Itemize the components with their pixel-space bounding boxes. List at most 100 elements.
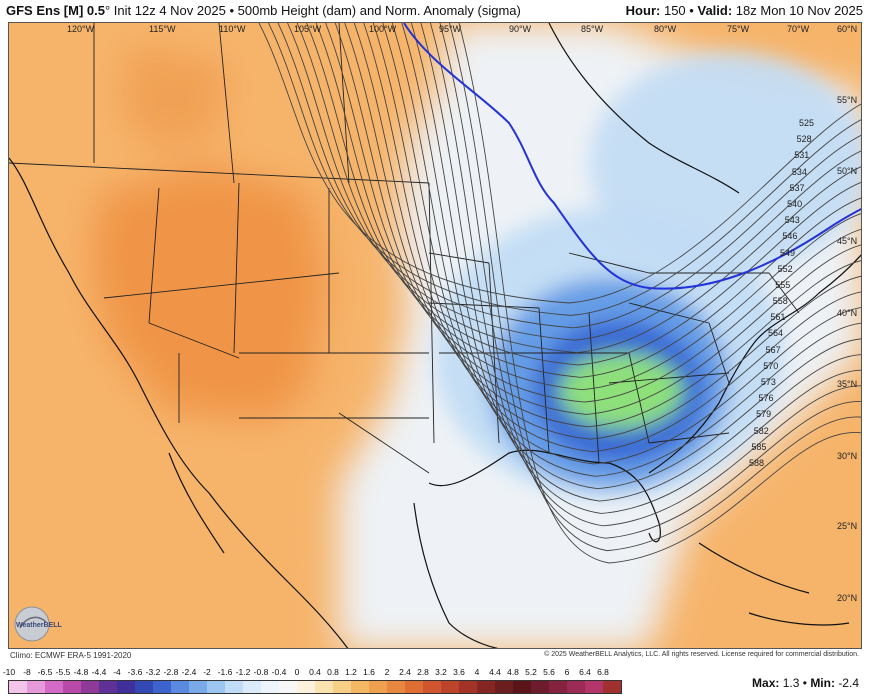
colorbar-cell <box>459 681 477 693</box>
colorbar-cell <box>207 681 225 693</box>
contour-label: 531 <box>794 150 810 161</box>
coastline-segment <box>748 612 850 626</box>
contour-label: 588 <box>749 458 765 468</box>
anomaly-area-warm-west <box>119 43 229 153</box>
colorbar-label: 0.8 <box>327 667 339 677</box>
colorbar-label: -2.4 <box>181 667 197 677</box>
height-contour <box>258 23 861 304</box>
colorbar-cell <box>351 681 369 693</box>
colorbar-label: -1.6 <box>217 667 233 677</box>
coastline-segment <box>548 23 740 194</box>
colorbar-cell <box>27 681 45 693</box>
height-contour <box>344 23 861 415</box>
init-time: Init 12z 4 Nov 2025 <box>113 3 226 18</box>
colorbar-cell <box>513 681 531 693</box>
height-contour <box>325 23 861 391</box>
colorbar-cell <box>171 681 189 693</box>
state-border <box>233 182 240 354</box>
longitude-label: 90°W <box>509 24 532 34</box>
latitude-label: 50°N <box>837 166 858 176</box>
latitude-label: 45°N <box>837 236 858 246</box>
colorbar-cell <box>441 681 459 693</box>
state-border <box>338 23 350 184</box>
map-panel[interactable]: 120°W 115°W 110°W 105°W 100°W 95°W 90°W 85°W 80°… <box>8 22 862 649</box>
latitude-label: 55°N <box>837 95 858 105</box>
latitude-label: 35°N <box>837 379 858 389</box>
colorbar-cell <box>531 681 549 693</box>
height-contour <box>439 23 861 539</box>
latitude-label: 40°N <box>837 308 858 318</box>
colorbar-label: 3.6 <box>453 667 465 677</box>
contour-label: 585 <box>751 441 767 452</box>
contour-label: 570 <box>763 360 779 371</box>
contour-label: 546 <box>782 231 798 242</box>
colorbar-label: -2 <box>203 667 211 677</box>
colorbar-label: -4 <box>113 667 121 677</box>
height-contour <box>296 23 861 353</box>
colorbar-label: 1.6 <box>363 667 375 677</box>
title: GFS Ens [M] 0.5° Init 12z 4 Nov 2025 • 5… <box>6 3 521 18</box>
height-contour <box>410 23 861 502</box>
max-value: 1.3 <box>782 676 800 690</box>
height-contour <box>372 23 861 453</box>
colorbar-label: -4.4 <box>91 667 107 677</box>
height-contour <box>391 23 861 477</box>
colorbar-label: 0.4 <box>309 667 321 677</box>
coastline-segment <box>168 452 225 554</box>
coastline <box>9 23 861 648</box>
anomaly-area-warm-south <box>649 354 861 648</box>
colorbar-label: 5.6 <box>543 667 555 677</box>
height-contour <box>449 23 861 552</box>
state-border <box>428 252 490 264</box>
height-contour <box>277 23 861 329</box>
header-bar: GFS Ens [M] 0.5° Init 12z 4 Nov 2025 • 5… <box>0 0 871 22</box>
max-min-readout: Max: 1.3 • Min: -2.4 <box>752 676 859 690</box>
anomaly-area-warm-core <box>89 163 329 423</box>
longitude-label: 95°W <box>439 24 462 34</box>
colorbar-label: 5.2 <box>525 667 537 677</box>
state-border <box>568 252 650 274</box>
contour-label: 525 <box>799 118 815 128</box>
min-value: -2.4 <box>838 676 859 690</box>
colorbar-cell <box>585 681 603 693</box>
longitude-label: 115°W <box>149 24 176 34</box>
contour-label: 528 <box>796 134 812 145</box>
colorbar-label: 3.2 <box>435 667 447 677</box>
colorbar <box>8 680 622 694</box>
longitude-label: 80°W <box>654 24 677 34</box>
colorbar-cell <box>9 681 27 693</box>
colorbar-label: 6 <box>564 667 570 677</box>
colorbar-cell <box>477 681 495 693</box>
height-contour <box>334 23 861 403</box>
colorbar-label: -6.5 <box>37 667 53 677</box>
bullet: • <box>689 3 694 18</box>
longitude-label: 100°W <box>369 24 397 34</box>
contour-label: 573 <box>760 377 776 388</box>
colorbar-label: -10 <box>2 667 16 677</box>
degree-symbol: ° <box>104 3 111 18</box>
colorbar-label: -0.8 <box>253 667 269 677</box>
colorbar-label: -3.2 <box>145 667 161 677</box>
bullet: • <box>229 3 235 18</box>
contour-label: 567 <box>765 344 781 355</box>
contour-label: 552 <box>777 263 793 274</box>
colorbar-cell <box>243 681 261 693</box>
colorbar-label: 4.4 <box>489 667 501 677</box>
hour-label: Hour: <box>625 3 661 18</box>
height-contour <box>306 23 861 366</box>
contour-label: 540 <box>787 198 803 209</box>
colorbar-label: -8 <box>23 667 31 677</box>
forecast-info: Hour: 150 • Valid: 18z Mon 10 Nov 2025 <box>626 3 863 18</box>
contour-label: 558 <box>772 296 788 307</box>
latitude-label: 60°N <box>837 24 858 34</box>
state-border <box>338 412 430 474</box>
colorbar-cell <box>369 681 387 693</box>
height-contour <box>458 23 861 564</box>
state-border <box>103 272 340 299</box>
state-border <box>428 182 435 444</box>
colorbar-label: 2.8 <box>417 667 429 677</box>
state-border <box>768 272 800 314</box>
height-contour <box>420 23 861 514</box>
colorbar-label: -5.5 <box>55 667 71 677</box>
height-contour <box>363 23 861 440</box>
